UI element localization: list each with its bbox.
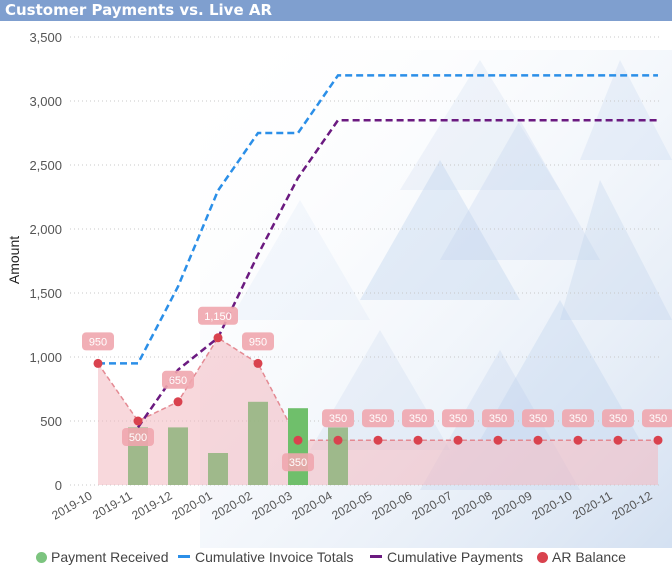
y-tick-label: 1,500 — [29, 286, 62, 301]
data-label-box — [198, 306, 238, 325]
chart-legend: Payment Received Cumulative Invoice Tota… — [0, 548, 672, 568]
legend-label: Cumulative Payments — [387, 549, 524, 565]
x-tick-label: 2019-11 — [90, 488, 135, 522]
y-axis-title: Amount — [6, 235, 22, 285]
payment-bar — [208, 453, 228, 485]
ar-balance-point — [253, 358, 263, 368]
legend-item-cumulative-payments[interactable]: Cumulative Payments — [370, 549, 523, 565]
data-label-box — [162, 370, 194, 389]
ar-balance-area-fill — [98, 337, 658, 485]
data-label-box — [322, 409, 354, 428]
data-label: 1,150 — [204, 311, 232, 323]
data-label: 350 — [329, 413, 347, 425]
ar-balance-point — [653, 435, 663, 445]
ar-balance-point — [493, 435, 503, 445]
legend-item-cumulative-invoice-totals[interactable]: Cumulative Invoice Totals — [178, 549, 353, 565]
data-label: 350 — [449, 413, 467, 425]
payment-bar — [248, 401, 268, 485]
data-label: 500 — [129, 432, 147, 444]
background-triangle — [480, 300, 640, 440]
y-tick-label: 0 — [55, 478, 62, 493]
legend-marker — [178, 555, 190, 558]
legend-item-ar-balance[interactable]: AR Balance — [537, 549, 626, 565]
data-label-box — [242, 332, 274, 351]
background-triangle — [440, 120, 600, 260]
y-tick-label: 2,500 — [29, 158, 62, 173]
chart-title-bar: Customer Payments vs. Live AR — [0, 0, 672, 21]
combo-chart: 950 500 650 1,150 950 350 350 350 350 350 350 350 35… — [29, 30, 672, 548]
data-label: 350 — [649, 413, 667, 425]
y-tick-label: 3,500 — [29, 30, 62, 45]
chart-title: Customer Payments vs. Live AR — [5, 1, 273, 19]
ar-balance-point — [133, 416, 143, 426]
x-tick-label: 2019-10 — [49, 488, 94, 522]
ar-balance-point — [93, 358, 103, 368]
ar-balance-point — [173, 397, 183, 407]
background-triangle — [580, 60, 672, 160]
background-triangle — [230, 200, 370, 320]
data-label-box — [402, 409, 434, 428]
legend-label: Cumulative Invoice Totals — [195, 549, 354, 565]
data-label: 950 — [89, 336, 107, 348]
y-tick-label: 3,000 — [29, 94, 62, 109]
y-tick-label: 500 — [40, 414, 62, 429]
data-label: 350 — [409, 413, 427, 425]
background-triangle — [360, 160, 520, 300]
data-label-box — [522, 409, 554, 428]
data-label: 650 — [169, 375, 187, 387]
ar-balance-points — [93, 333, 663, 445]
background-triangle — [400, 60, 560, 190]
data-label-box — [642, 409, 672, 428]
data-label-box — [82, 332, 114, 351]
legend-label: AR Balance — [552, 549, 626, 565]
payment-bar — [328, 427, 348, 485]
ar-balance-point — [413, 435, 423, 445]
data-label-box — [442, 409, 474, 428]
ar-balance-point — [213, 333, 223, 343]
background-triangle — [560, 180, 672, 320]
data-label: 350 — [569, 413, 587, 425]
data-label: 950 — [249, 336, 267, 348]
x-tick-label: 2019-12 — [129, 488, 174, 522]
data-label: 350 — [529, 413, 547, 425]
data-labels: 950 500 650 1,150 950 350 350 350 350 350 350 350 35… — [82, 306, 672, 472]
ar-balance-point — [333, 435, 343, 445]
ar-balance-point — [293, 435, 303, 445]
ar-balance-point — [533, 435, 543, 445]
data-label: 350 — [609, 413, 627, 425]
y-tick-label: 2,000 — [29, 222, 62, 237]
ar-balance-point — [613, 435, 623, 445]
data-label-box — [602, 409, 634, 428]
legend-label: Payment Received — [51, 549, 169, 565]
ar-balance-point — [453, 435, 463, 445]
legend-marker — [36, 552, 47, 563]
data-label-box — [482, 409, 514, 428]
ar-balance-point — [573, 435, 583, 445]
y-tick-label: 1,000 — [29, 350, 62, 365]
data-label: 350 — [369, 413, 387, 425]
data-label-box — [362, 409, 394, 428]
legend-marker — [537, 552, 548, 563]
payment-bar — [288, 408, 308, 485]
data-label-box — [122, 428, 154, 446]
payment-bar — [168, 427, 188, 485]
data-label-box — [282, 453, 314, 472]
legend-item-payment-received[interactable]: Payment Received — [36, 549, 169, 565]
data-label: 350 — [489, 413, 507, 425]
ar-balance-point — [373, 435, 383, 445]
legend-marker — [370, 555, 382, 558]
data-label: 350 — [289, 457, 307, 469]
data-label-box — [562, 409, 594, 428]
